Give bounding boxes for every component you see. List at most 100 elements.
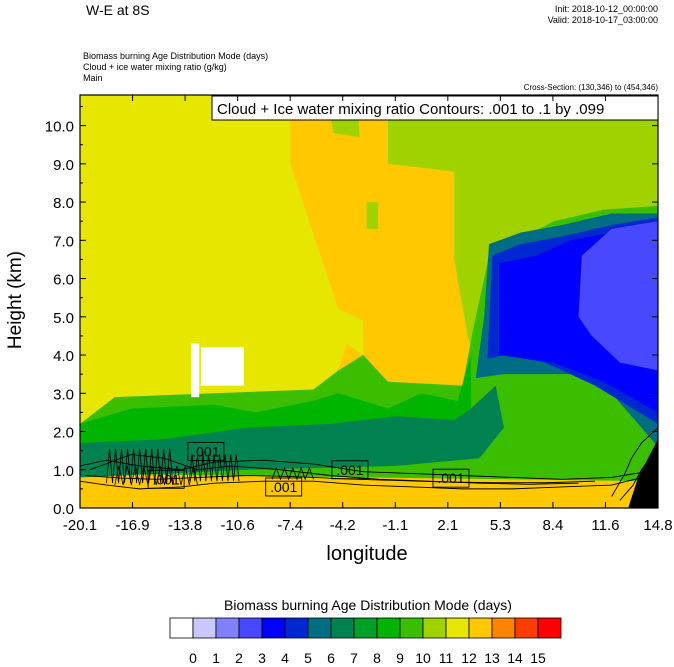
contour-title-background [211, 95, 659, 121]
region-7 [80, 385, 504, 478]
region-3 [578, 221, 658, 371]
contour-title: Cloud + Ice water mixing ratio Contours:… [217, 101, 604, 118]
colorbar-swatch [261, 617, 286, 639]
colorbar-label: 1 [212, 650, 220, 666]
contour-label: .001 [152, 471, 179, 487]
x-tick-label: 14.8 [643, 517, 672, 534]
x-tick-label: -4.2 [330, 517, 356, 534]
colorbar-label: 7 [350, 650, 358, 666]
contour-label-box [265, 477, 303, 497]
contour-line [188, 454, 240, 482]
colorbar-label: 5 [304, 650, 312, 666]
colorbar-swatch [238, 617, 263, 639]
y-tick-label: 7.0 [53, 233, 74, 250]
colorbar-swatch [215, 617, 240, 639]
field-description-1: Biomass burning Age Distribution Mode (d… [83, 51, 269, 61]
x-tick-label: -20.1 [63, 517, 97, 534]
contour-label-box [187, 441, 225, 461]
contour-line [80, 473, 658, 490]
contour-label-box [147, 469, 185, 489]
x-axis-label: longitude [326, 543, 408, 565]
contour-labels: .001 .001 .001 .001 .001 [147, 441, 470, 497]
age-distribution-field [80, 95, 658, 508]
x-tick-label: 8.4 [542, 517, 563, 534]
y-tick-label: 3.0 [53, 386, 74, 403]
contour-line [611, 427, 658, 497]
contour-line [80, 459, 658, 480]
y-tick-label: 9.0 [53, 157, 74, 174]
colorbar-label: 14 [507, 650, 523, 666]
y-tick-label: 1.0 [53, 463, 74, 480]
contour-label: .001 [336, 462, 363, 478]
x-tick-label: 2.1 [437, 517, 458, 534]
y-tick-label: 5.0 [53, 310, 74, 327]
colorbar-swatch [284, 617, 309, 639]
contour-title-box: Cloud + Ice water mixing ratio Contours:… [211, 95, 659, 121]
y-tick-label: 10.0 [45, 119, 74, 136]
colorbar-label: 6 [327, 650, 335, 666]
contour-line [89, 454, 579, 485]
cloud-contours [80, 427, 658, 501]
x-axis: -20.1 -16.9 -13.8 -10.6 -7.4 -4.2 -1.1 2.1 5.3 8.… [63, 95, 673, 534]
colorbar-label: 2 [235, 650, 243, 666]
colorbar-swatch [330, 617, 355, 639]
colorbar-swatch [422, 617, 447, 639]
colorbar-label: 15 [530, 650, 546, 666]
region-dark [628, 439, 658, 508]
colorbar-swatch [169, 617, 194, 639]
region-0 [200, 347, 244, 386]
y-tick-label: 4.0 [53, 348, 74, 365]
plot-frame [79, 94, 659, 509]
colorbar-label: 13 [484, 650, 500, 666]
contour-line [84, 475, 596, 484]
colorbar-label: 10 [415, 650, 431, 666]
colorbar-label: 11 [439, 650, 454, 666]
figure-title: W-E at 8S [86, 2, 150, 18]
colorbar-swatch [376, 617, 401, 639]
colorbar-label: 0 [189, 650, 197, 666]
y-tick-label: 0.0 [53, 501, 74, 518]
colorbar-swatch [468, 617, 493, 639]
contour-label: .001 [437, 470, 464, 486]
x-tick-label: -13.8 [168, 517, 202, 534]
contour-label-box [432, 468, 470, 488]
contour-line [271, 466, 314, 481]
colorbar-swatch [353, 617, 378, 639]
contour-label: .001 [270, 479, 297, 495]
colorbar-swatch [445, 617, 470, 639]
contour-line [619, 450, 658, 501]
y-axis: 0.0 1.0 2.0 3.0 4.0 5.0 6.0 7.0 8.0 9.0 10.0 [45, 105, 658, 518]
colorbar-label: 9 [396, 650, 404, 666]
colorbar-title: Biomass burning Age Distribution Mode (d… [224, 597, 512, 613]
colorbar-label: 12 [461, 650, 477, 666]
colorbar-swatch [514, 617, 539, 639]
colorbar-label: 4 [281, 650, 289, 666]
colorbar-label: 8 [373, 650, 381, 666]
x-tick-label: 5.3 [490, 517, 511, 534]
region-13 [80, 481, 165, 501]
colorbar-label: 3 [258, 650, 266, 666]
x-tick-label: 11.6 [591, 517, 619, 534]
region-11 [366, 202, 379, 229]
x-tick-label: -7.4 [277, 517, 303, 534]
y-tick-label: 2.0 [53, 425, 74, 442]
colorbar: 0 1 2 3 4 5 6 7 8 9 10 11 12 13 14 15 [169, 617, 562, 666]
colorbar-swatch [192, 617, 217, 639]
colorbar-swatch [491, 617, 516, 639]
colorbar-swatch [307, 617, 332, 639]
y-tick-label: 8.0 [53, 195, 74, 212]
init-time: Init: 2018-10-12_00:00:00 [554, 4, 658, 14]
contour-label-box [331, 460, 369, 480]
y-tick-label: 6.0 [53, 272, 74, 289]
y-axis-label: Height (km) [5, 250, 26, 350]
contour-label: .001 [192, 443, 219, 459]
valid-time: Valid: 2018-10-17_03:00:00 [547, 15, 658, 25]
region-0 [190, 343, 200, 398]
x-tick-label: -10.6 [221, 517, 255, 534]
field-description-2: Cloud + ice water mixing ratio (g/kg) [83, 62, 227, 72]
colorbar-swatch [537, 617, 562, 639]
cross-section-label: Cross-Section: (130,346) to (454,346) [523, 83, 658, 92]
field-description-3: Main [83, 73, 103, 83]
x-tick-label: -1.1 [382, 517, 408, 534]
